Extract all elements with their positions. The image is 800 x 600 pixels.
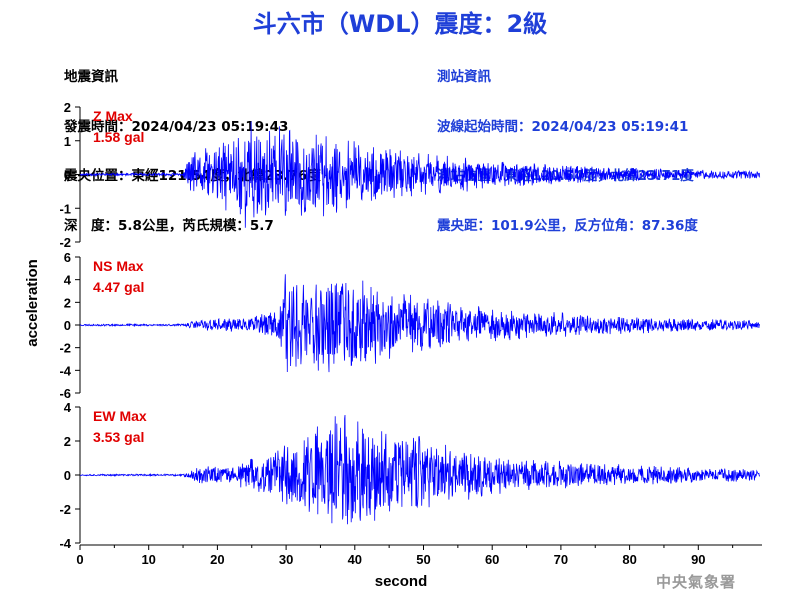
panel-z: 2 1 0 -1 -2 Z Max 1.58 gal (59, 100, 761, 250)
x-tick-label: 20 (210, 552, 224, 567)
y-tick-label: 1 (64, 134, 71, 149)
y-tick-label: -4 (59, 363, 71, 378)
max-value: 1.58 gal (93, 129, 144, 145)
y-tick-label: 2 (64, 434, 71, 449)
x-tick-label: 0 (76, 552, 83, 567)
y-axis-label: acceleration (24, 259, 41, 347)
origin-time: 發震時間：2024/04/23 05:19:43 (64, 118, 289, 135)
y-tick-label: 6 (64, 250, 71, 265)
max-label: Z Max (93, 108, 133, 124)
y-tick-label: -6 (59, 386, 71, 401)
y-tick-label: 2 (64, 100, 71, 115)
y-tick-label: -2 (59, 502, 71, 517)
y-tick-label: 0 (64, 468, 71, 483)
x-tick-label: 80 (622, 552, 636, 567)
y-tick-label: -2 (59, 341, 71, 356)
max-label: EW Max (93, 408, 147, 424)
x-tick-label: 50 (416, 552, 430, 567)
station-info-heading: 測站資訊 (437, 69, 491, 85)
y-tick-label: 4 (64, 400, 72, 415)
max-label: NS Max (93, 258, 144, 274)
chart-title: 斗六市（WDL）震度：2級 (252, 10, 548, 38)
max-value: 4.47 gal (93, 279, 144, 295)
earthquake-info-heading: 地震資訊 (64, 69, 118, 85)
y-tick-label: 0 (64, 318, 71, 333)
x-tick-label: 40 (348, 552, 362, 567)
y-tick-label: 0 (64, 168, 71, 183)
y-tick-label: 2 (64, 295, 71, 310)
panel-ew: 4 2 0 -2 -4 EW Max 3.53 gal (59, 400, 761, 551)
x-tick-label: 60 (485, 552, 499, 567)
waveform-start-time: 波線起始時間：2024/04/23 05:19:41 (437, 118, 689, 135)
waveform-ns (79, 274, 761, 373)
epicentral-distance: 震央距：101.9公里，反方位角：87.36度 (437, 217, 698, 234)
y-tick-label: -1 (59, 201, 71, 216)
waveform-z (79, 121, 761, 228)
y-tick-label: 4 (64, 273, 72, 288)
y-tick-label: -4 (59, 536, 71, 551)
max-value: 3.53 gal (93, 429, 144, 445)
x-tick-label: 30 (279, 552, 293, 567)
x-axis-label: second (375, 573, 428, 590)
x-tick-label: 70 (554, 552, 568, 567)
y-tick-label: -2 (59, 235, 71, 250)
agency-watermark: 中央氣象署 (656, 573, 737, 591)
x-tick-label: 10 (141, 552, 155, 567)
x-tick-label: 90 (691, 552, 705, 567)
panel-ns: 6 4 2 0 -2 -4 -6 NS Max 4.47 gal (59, 250, 761, 401)
depth-magnitude: 深 度：5.8公里，芮氏規模：5.7 (64, 217, 274, 234)
waveform-ew (79, 414, 761, 525)
